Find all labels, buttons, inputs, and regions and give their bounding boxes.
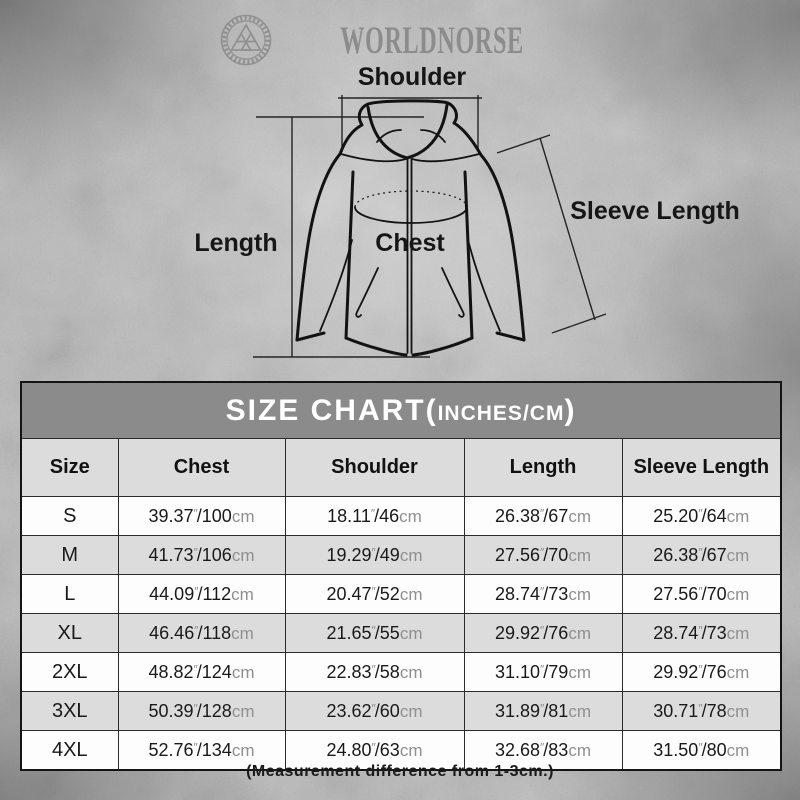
shoulder-label: Shoulder [358, 63, 467, 91]
measurement-cell: 25.20″/64cm [621, 496, 782, 536]
table-row: M 41.73″/106cm 19.29″/49cm 27.56″/70cm 26.38… [20, 535, 782, 575]
table-row: 4XL 52.76″/134cm 24.80″/63cm 32.68″/83cm 31.… [20, 730, 782, 771]
measurement-cell: 28.74″/73cm [621, 613, 782, 653]
measurement-cell: 27.56″/70cm [621, 574, 782, 614]
size-cell: 3XL [20, 691, 119, 731]
column-header-row: Size Chest Shoulder Length Sleeve Length [20, 438, 782, 497]
measurement-cell: 30.71″/78cm [621, 691, 782, 731]
title-close: ) [564, 393, 577, 427]
measurement-cell: 50.39″/128cm [117, 691, 286, 731]
title-main: SIZE CHART( [225, 393, 438, 427]
table-row: S 39.37″/100cm 18.11″/46cm 26.38″/67cm 25.20… [20, 496, 782, 536]
measurement-cell: 39.37″/100cm [117, 496, 286, 536]
measurement-note: (Measurement difference from 1-3cm.) [246, 763, 554, 780]
table-row: 2XL 48.82″/124cm 22.83″/58cm 31.10″/79cm 29.… [20, 652, 782, 692]
sleeve-length-label: Sleeve Length [570, 197, 740, 225]
column-header-sleeve-length: Sleeve Length [621, 438, 782, 497]
column-header-size: Size [20, 438, 119, 497]
measurement-cell: 20.47″/52cm [284, 574, 465, 614]
table-row: L 44.09″/112cm 20.47″/52cm 28.74″/73cm 27.56… [20, 574, 782, 614]
title-unit: INCHES/CM [437, 401, 565, 425]
jacket-outline [295, 99, 526, 357]
table-row: XL 46.46″/118cm 21.65″/55cm 29.92″/76cm 28.7… [20, 613, 782, 653]
garment-diagram: Shoulder Length Chest Sleeve Length [194, 63, 740, 358]
size-cell: M [20, 535, 119, 575]
valknut-logo-icon [220, 14, 272, 66]
size-chart-section: SIZE CHART(INCHES/CM) Size Chest Shoulde… [20, 381, 783, 771]
measurement-cell: 29.92″/76cm [463, 613, 623, 653]
brand-name: WORLDNORSE [340, 18, 524, 62]
measurement-cell: 46.46″/118cm [117, 613, 286, 653]
measurement-cell: 44.09″/112cm [117, 574, 286, 614]
measurement-cell: 28.74″/73cm [463, 574, 623, 614]
measurement-cell: 18.11″/46cm [284, 496, 465, 536]
measurement-cell: 31.50″/80cm [621, 730, 782, 771]
size-cell: 4XL [20, 730, 119, 771]
measurement-cell: 21.65″/55cm [284, 613, 465, 653]
measurement-cell: 31.89″/81cm [463, 691, 623, 731]
column-header-chest: Chest [117, 438, 286, 497]
size-cell: XL [20, 613, 119, 653]
measurement-cell: 19.29″/49cm [284, 535, 465, 575]
measurement-cell: 24.80″/63cm [284, 730, 465, 771]
table-title-row: SIZE CHART(INCHES/CM) [20, 381, 782, 439]
measurement-cell: 26.38″/67cm [621, 535, 782, 575]
column-header-length: Length [463, 438, 623, 497]
measurement-cell: 26.38″/67cm [463, 496, 623, 536]
size-table-body: S 39.37″/100cm 18.11″/46cm 26.38″/67cm 25.20… [20, 496, 782, 771]
measurement-cell: 29.92″/76cm [621, 652, 782, 692]
chest-label: Chest [375, 229, 445, 257]
measurement-cell: 41.73″/106cm [117, 535, 286, 575]
measurement-cell: 48.82″/124cm [117, 652, 286, 692]
measurement-cell: 32.68″/83cm [463, 730, 623, 771]
brand-header: WORLDNORSE [0, 10, 800, 70]
dimension-lines [253, 95, 607, 358]
measurement-cell: 52.76″/134cm [117, 730, 286, 771]
size-chart-table: SIZE CHART(INCHES/CM) Size Chest Shoulde… [20, 381, 783, 771]
size-cell: S [20, 496, 119, 536]
measurement-cell: 27.56″/70cm [463, 535, 623, 575]
size-cell: 2XL [20, 652, 119, 692]
size-cell: L [20, 574, 119, 614]
table-row: 3XL 50.39″/128cm 23.62″/60cm 31.89″/81cm 30.… [20, 691, 782, 731]
length-label: Length [194, 229, 277, 257]
column-header-shoulder: Shoulder [284, 438, 465, 497]
size-chart-title: SIZE CHART(INCHES/CM) [20, 381, 782, 439]
measurement-cell: 23.62″/60cm [284, 691, 465, 731]
measurement-cell: 22.83″/58cm [284, 652, 465, 692]
measurement-cell: 31.10″/79cm [463, 652, 623, 692]
